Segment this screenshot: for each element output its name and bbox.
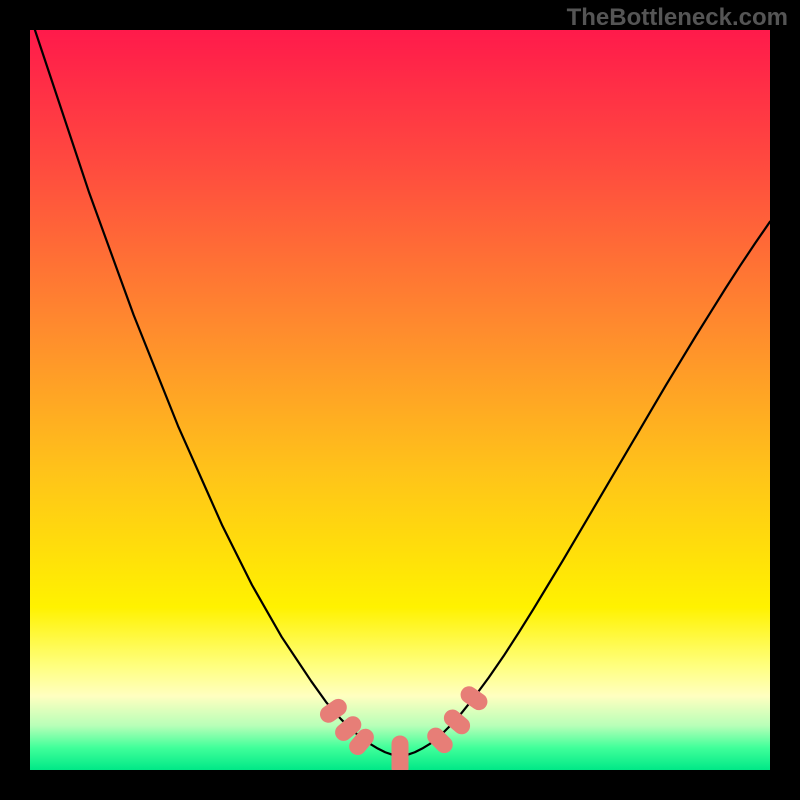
curve-marker	[424, 725, 455, 756]
marker-layer	[30, 30, 770, 770]
curve-marker	[392, 736, 408, 770]
curve-marker	[441, 707, 473, 737]
plot-area	[30, 30, 770, 770]
curve-marker	[458, 684, 490, 713]
watermark-text: TheBottleneck.com	[567, 4, 788, 32]
